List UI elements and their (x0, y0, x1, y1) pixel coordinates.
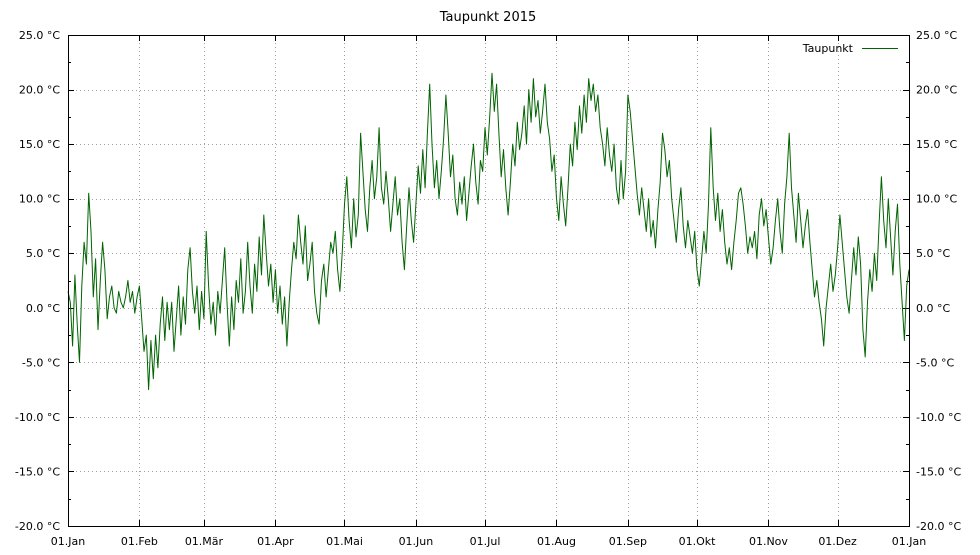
series-line-taupunkt (67, 72, 910, 391)
y-tick-label-left: 5.0 °C (26, 247, 60, 260)
y-tick-label-right: 20.0 °C (916, 84, 957, 97)
x-tick-label: 01.Apr (257, 535, 294, 548)
x-tick-label: 01.Jun (399, 535, 434, 548)
y-tick-label-left: -5.0 °C (22, 356, 60, 369)
y-tick-label-right: -20.0 °C (916, 520, 961, 533)
x-tick-label: 01.Dez (818, 535, 857, 548)
plot-frame (68, 35, 910, 527)
grid-lines (68, 35, 909, 526)
y-tick-label-left: 15.0 °C (19, 138, 60, 151)
x-tick-label: 01.Nov (749, 535, 788, 548)
x-tick-label: 01.Feb (121, 535, 158, 548)
x-tick-label: 01.Mai (326, 535, 363, 548)
y-tick-label-left: 10.0 °C (19, 193, 60, 206)
x-axis-labels: 01.Jan 01.Feb 01.Mär 01.Apr 01.Mai 01.Jun 01.J… (51, 535, 926, 548)
x-tick-label: 01.Aug (537, 535, 576, 548)
y-tick-label-left: 20.0 °C (19, 84, 60, 97)
legend: Taupunkt (802, 42, 898, 55)
y-tick-label-right: 15.0 °C (916, 138, 957, 151)
y-tick-label-left: -10.0 °C (15, 411, 60, 424)
legend-label-taupunkt: Taupunkt (802, 42, 854, 55)
x-tick-label: 01.Jan (51, 535, 85, 548)
y-tick-label-right: 0.0 °C (916, 302, 950, 315)
chart-title: Taupunkt 2015 (439, 10, 537, 25)
y-tick-label-right: 5.0 °C (916, 247, 950, 260)
x-tick-label: 01.Mär (185, 535, 224, 548)
axis-ticks (68, 35, 910, 527)
y-tick-label-left: -20.0 °C (15, 520, 60, 533)
y-axis-left-labels: -20.0 °C -15.0 °C -10.0 °C -5.0 °C 0.0 °C 5.0… (15, 29, 60, 533)
series-layer (67, 72, 910, 391)
y-axis-right-labels: -20.0 °C -15.0 °C -10.0 °C -5.0 °C 0.0 °C 5.0… (916, 29, 961, 533)
x-tick-label: 01.Sep (609, 535, 647, 548)
y-tick-label-left: -15.0 °C (15, 465, 60, 478)
y-tick-label-left: 25.0 °C (19, 29, 60, 42)
y-tick-label-right: -5.0 °C (916, 356, 954, 369)
x-tick-label: 01.Okt (679, 535, 717, 548)
y-tick-label-right: -10.0 °C (916, 411, 961, 424)
y-tick-label-right: 10.0 °C (916, 193, 957, 206)
x-tick-label: 01.Jan (892, 535, 926, 548)
x-tick-label: 01.Jul (470, 535, 501, 548)
y-tick-label-right: 25.0 °C (916, 29, 957, 42)
y-tick-label-left: 0.0 °C (26, 302, 60, 315)
y-tick-label-right: -15.0 °C (916, 465, 961, 478)
